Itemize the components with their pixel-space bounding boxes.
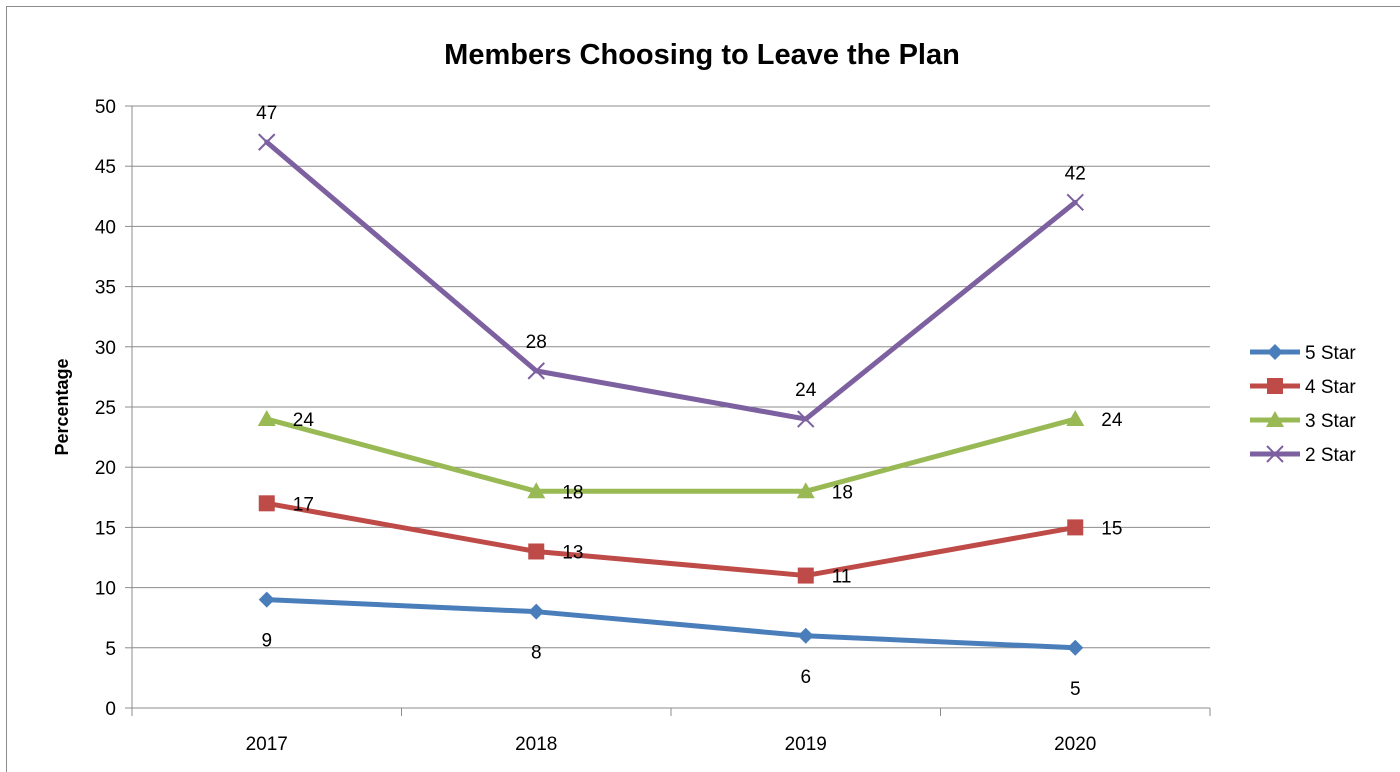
x-marker-stroke — [258, 133, 276, 151]
data-point-3-star — [527, 482, 546, 499]
gridlines — [132, 105, 1210, 649]
y-axis-label: Percentage — [52, 358, 72, 455]
series-line-2-star — [264, 139, 1078, 422]
data-label-5-star: 5 — [1070, 679, 1081, 700]
data-label-5-star: 9 — [261, 631, 272, 652]
data-label-5-star: 8 — [531, 643, 542, 664]
x-marker-stroke — [1266, 445, 1284, 463]
legend-item-5-star: 5 Star — [1250, 343, 1356, 364]
data-label-2-star: 47 — [256, 103, 277, 124]
y-tick-label: 10 — [95, 579, 116, 600]
data-point-4-star — [1067, 519, 1084, 536]
legend-label: 5 Star — [1305, 343, 1356, 364]
data-label-4-star: 15 — [1101, 518, 1122, 539]
y-tick-label: 50 — [95, 97, 116, 118]
y-tick-label: 35 — [95, 278, 116, 299]
data-point-5-star — [258, 591, 275, 608]
y-tick-label: 40 — [95, 217, 116, 238]
legend-label: 4 Star — [1305, 377, 1356, 398]
chart-title: Members Choosing to Leave the Plan — [444, 39, 960, 71]
chart-frame — [6, 6, 1400, 772]
series — [257, 133, 1085, 656]
data-label-4-star: 17 — [293, 494, 314, 515]
data-label-3-star: 18 — [832, 482, 853, 503]
x-marker-stroke — [1066, 193, 1084, 212]
data-point-2-star — [797, 410, 815, 428]
data-point-4-star — [528, 543, 545, 560]
legend-swatch-marker — [1267, 378, 1283, 394]
y-tick-label: 5 — [105, 639, 116, 660]
y-tick-label: 15 — [95, 518, 116, 539]
legend-label: 2 Star — [1305, 445, 1356, 466]
data-label-5-star: 6 — [800, 667, 811, 688]
data-point-5-star — [528, 603, 545, 620]
x-tick-label: 2020 — [1054, 734, 1096, 755]
data-label-2-star: 28 — [526, 332, 547, 353]
y-tick-label: 30 — [95, 338, 116, 359]
y-tick-label: 0 — [105, 699, 116, 720]
legend-item-4-star: 4 Star — [1250, 377, 1356, 398]
data-label-4-star: 13 — [562, 542, 583, 563]
y-tick-label: 20 — [95, 458, 116, 479]
x-tick-label: 2018 — [515, 734, 557, 755]
data-point-5-star — [797, 627, 814, 644]
data-label-3-star: 18 — [562, 482, 583, 503]
legend: 5 Star 4 Star 3 Star 2 Star — [1250, 343, 1356, 466]
legend-item-3-star: 3 Star — [1250, 411, 1356, 432]
data-point-3-star — [1066, 410, 1085, 427]
data-point-3-star — [796, 482, 815, 499]
x-tick-label: 2017 — [246, 734, 288, 755]
data-point-2-star — [258, 133, 276, 151]
data-point-5-star — [1067, 639, 1084, 656]
data-point-4-star — [258, 495, 275, 512]
x-marker-stroke — [797, 410, 815, 428]
legend-label: 3 Star — [1305, 411, 1356, 432]
x-tick-label: 2019 — [785, 734, 827, 755]
data-label-3-star: 24 — [1101, 410, 1123, 431]
data-point-2-star — [527, 362, 545, 380]
legend-item-2-star: 2 Star — [1250, 445, 1356, 466]
legend-swatch-marker — [1266, 445, 1284, 463]
series-line-5-star — [264, 597, 1078, 651]
series-line-3-star — [264, 416, 1078, 494]
series-line-4-star — [264, 500, 1078, 579]
axes: 0 5 10 15 20 25 30 35 40 45 50 2017 2018 2019 2020 — [95, 97, 1211, 755]
data-label-2-star: 24 — [795, 380, 817, 401]
data-label-4-star: 11 — [832, 567, 852, 588]
legend-swatch-marker — [1266, 411, 1284, 427]
y-tick-label: 45 — [95, 157, 116, 178]
data-labels: 9 8 6 5 17 13 11 15 24 18 18 24 47 28 24 42 — [256, 103, 1123, 700]
data-point-4-star — [797, 567, 814, 584]
data-label-3-star: 24 — [293, 410, 315, 431]
data-point-2-star — [1066, 193, 1084, 212]
data-label-2-star: 42 — [1065, 163, 1086, 184]
data-point-3-star — [257, 410, 276, 427]
x-marker-stroke — [527, 362, 545, 380]
legend-swatch-marker — [1267, 344, 1283, 360]
y-tick-label: 25 — [95, 398, 116, 419]
